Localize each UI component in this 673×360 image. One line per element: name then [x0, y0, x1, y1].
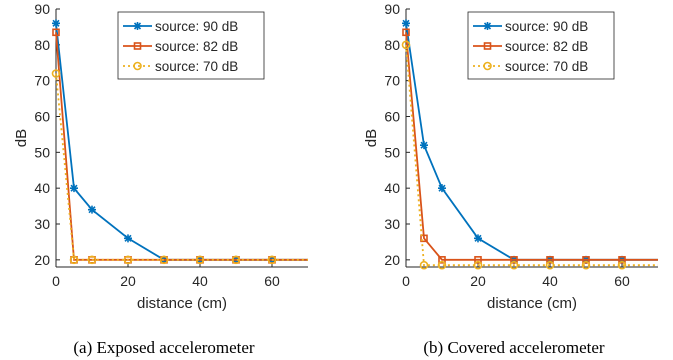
x-tick-label: 0	[402, 273, 410, 289]
y-tick-label: 30	[34, 216, 50, 232]
x-axis-label: distance (cm)	[487, 295, 577, 312]
x-axis-label: distance (cm)	[137, 295, 227, 312]
data-point	[618, 256, 626, 264]
y-tick-label: 40	[34, 180, 50, 196]
data-point	[70, 184, 78, 193]
legend-marker	[483, 61, 492, 71]
y-tick-label: 40	[384, 180, 400, 196]
data-point	[546, 256, 554, 264]
data-point	[401, 40, 411, 50]
legend-marker	[133, 22, 142, 30]
legend-marker	[133, 42, 142, 50]
y-tick-label: 60	[34, 109, 50, 125]
data-point	[52, 19, 60, 28]
data-point	[123, 255, 133, 265]
y-axis-label: dB	[363, 129, 380, 147]
data-point	[124, 234, 132, 243]
data-point	[474, 234, 482, 243]
y-tick-label: 60	[384, 109, 400, 125]
series-2	[401, 40, 658, 270]
legend-entry: source: 82 dB	[155, 39, 238, 54]
legend-marker	[133, 61, 142, 71]
y-tick-label: 90	[384, 1, 400, 17]
data-point	[87, 255, 97, 265]
legend-marker	[483, 42, 492, 50]
legend: source: 90 dB source: 82 dB source: 70 dB	[467, 11, 615, 80]
series-line	[55, 32, 308, 261]
data-point	[402, 19, 410, 28]
data-point	[437, 260, 447, 270]
data-point	[267, 255, 277, 265]
legend-entry: source: 82 dB	[505, 39, 588, 54]
data-point	[509, 260, 519, 270]
data-point	[420, 234, 428, 243]
y-tick-label: 20	[34, 252, 50, 268]
data-point	[617, 260, 627, 270]
y-tick-label: 80	[34, 37, 50, 53]
y-tick-label: 80	[384, 37, 400, 53]
data-point	[402, 28, 410, 37]
y-axis-label: dB	[13, 129, 30, 147]
data-point	[231, 255, 241, 265]
data-point	[195, 255, 205, 265]
data-point	[510, 256, 518, 264]
series-1	[402, 28, 658, 264]
x-tick-label: 40	[542, 273, 558, 289]
x-tick-label: 60	[614, 273, 630, 289]
data-point	[51, 69, 61, 78]
y-tick-label: 50	[34, 144, 50, 160]
y-tick-label: 20	[384, 252, 400, 268]
data-point	[52, 28, 60, 37]
legend-entry: source: 90 dB	[505, 19, 588, 34]
series-line	[405, 44, 658, 267]
data-point	[420, 141, 428, 150]
data-point	[582, 256, 590, 264]
data-point	[69, 255, 79, 265]
legend: source: 90 dB source: 82 dB source: 70 dB	[117, 11, 265, 80]
data-point	[473, 260, 483, 270]
series-line	[405, 32, 658, 261]
data-point	[581, 260, 591, 270]
data-point	[545, 260, 555, 270]
x-tick-label: 20	[120, 273, 136, 289]
data-point	[88, 205, 96, 214]
x-tick-label: 40	[192, 273, 208, 289]
y-tick-label: 70	[384, 73, 400, 89]
x-tick-label: 60	[264, 273, 280, 289]
y-tick-label: 30	[384, 216, 400, 232]
series-2	[51, 69, 308, 265]
legend-entry: source: 70 dB	[155, 59, 238, 74]
y-tick-label: 50	[384, 144, 400, 160]
data-point	[438, 184, 446, 193]
data-point	[159, 255, 169, 265]
legend-entry: source: 90 dB	[155, 19, 238, 34]
data-point	[419, 260, 429, 270]
x-tick-label: 20	[470, 273, 486, 289]
data-point	[474, 256, 482, 264]
series-line	[55, 73, 308, 261]
caption-covered: (b) Covered accelerometer	[423, 338, 605, 357]
caption-exposed: (a) Exposed accelerometer	[73, 338, 255, 357]
y-tick-label: 90	[34, 1, 50, 17]
y-tick-label: 70	[34, 73, 50, 89]
data-point	[438, 256, 446, 264]
x-tick-label: 0	[52, 273, 60, 289]
legend-entry: source: 70 dB	[505, 59, 588, 74]
legend-marker	[483, 22, 492, 30]
